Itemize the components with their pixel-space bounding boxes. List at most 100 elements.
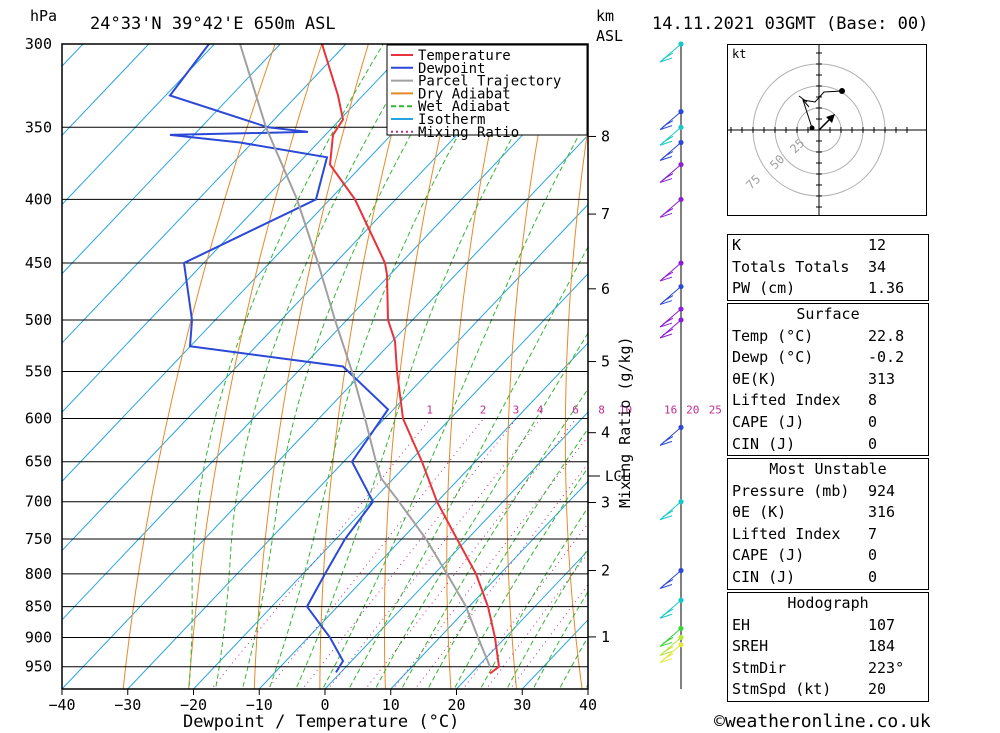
pressure-unit-label: hPa <box>30 7 57 25</box>
legend-label: Parcel Trajectory <box>418 74 561 90</box>
height-unit-label: km <box>596 7 614 25</box>
wind-barb <box>659 501 682 521</box>
mixing-ratio-label: 6 <box>572 404 579 417</box>
wind-barb <box>659 126 682 146</box>
hodograph-end-point <box>839 88 845 94</box>
isotherm-line <box>62 44 544 552</box>
parcel-trajectory-line <box>239 44 491 668</box>
index-row-totals: Totals Totals 34 <box>732 257 887 276</box>
isotherm-line <box>456 549 588 689</box>
temperature-tick-label: −40 <box>48 696 75 714</box>
wind-barb <box>659 427 682 446</box>
wind-barb <box>659 111 682 131</box>
isotherm-line <box>62 44 347 344</box>
wet-adiabat-line <box>506 547 588 689</box>
pressure-tick-label: 650 <box>25 453 52 471</box>
height-tick-labels: 1 2 3 4 5 6 7 8 <box>588 127 610 646</box>
most-unstable-row: CAPE (J) 0 <box>732 546 878 565</box>
location-title: 24°33'N 39°42'E 650m ASL <box>90 14 336 34</box>
mixing-ratio-label: 25 <box>709 404 722 417</box>
surface-row: Temp (°C) 22.8 <box>732 326 905 345</box>
dry-adiabat-line <box>446 44 509 689</box>
isotherm-line <box>62 44 150 137</box>
temperature-tick-label: −20 <box>180 696 207 714</box>
hodograph-stats-row: EH 107 <box>732 615 896 634</box>
legend-label: Mixing Ratio <box>418 125 519 141</box>
wet-adiabat-line <box>295 44 566 689</box>
dry-adiabat-line <box>564 124 588 689</box>
legend-label: Wet Adiabat <box>418 99 511 115</box>
temperature-tick-label: 40 <box>579 696 597 714</box>
pressure-tick-labels: 300 350 400 450 500 550 600 650 700 750 800 850 900 9… <box>25 35 52 676</box>
mixing-ratio-label: 20 <box>686 404 699 417</box>
most-unstable-title: Most Unstable <box>769 460 887 478</box>
wind-barb <box>659 637 682 656</box>
pressure-tick-label: 700 <box>25 493 52 511</box>
height-tick-label: 2 <box>601 561 610 579</box>
mixing-ratio-line <box>364 418 577 689</box>
surface-row: CAPE (J) 0 <box>732 412 878 431</box>
isotherm-line <box>193 273 588 689</box>
wet-adiabat-line <box>348 245 588 689</box>
isotherm-line <box>127 203 588 689</box>
wind-barb <box>659 262 682 282</box>
height-tick-label: 5 <box>601 353 610 371</box>
height-tick-label: 8 <box>601 127 610 145</box>
dry-adiabat-line <box>188 44 323 689</box>
mixing-ratio-line <box>509 583 588 689</box>
pressure-tick-label: 350 <box>25 118 52 136</box>
temperature-tick-label: −10 <box>246 696 273 714</box>
hodograph-origin-point <box>809 125 815 131</box>
temperature-tick-label: 10 <box>382 696 400 714</box>
profile-lines <box>168 44 501 675</box>
height-tick-label: 4 <box>601 424 610 442</box>
mixing-ratio-label: 4 <box>537 404 544 417</box>
pressure-tick-label: 750 <box>25 530 52 548</box>
wet-adiabat-line <box>479 506 588 689</box>
height-tick-label: 7 <box>601 205 610 223</box>
isotherm-line <box>62 134 588 689</box>
x-axis-label: Dewpoint / Temperature (°C) <box>183 712 459 732</box>
surface-row: θE(K) 313 <box>732 369 896 388</box>
temperature-tick-labels: −40 −30 −20 −10 0 10 20 30 40 <box>48 689 597 714</box>
height-unit-asl-label: ASL <box>596 27 623 45</box>
isotherm-line <box>0 44 17 689</box>
pressure-gridlines <box>62 44 588 668</box>
height-tick-label: 6 <box>601 280 610 298</box>
wind-barb <box>659 164 682 184</box>
most-unstable-row: θE (K) 316 <box>732 503 896 522</box>
hodograph-trace <box>802 90 843 129</box>
legend-label: Dewpoint <box>418 61 485 77</box>
index-row-k: K 12 <box>732 236 887 254</box>
pressure-tick-label: 900 <box>25 629 52 647</box>
hodograph-stats-row: StmDir 223° <box>732 658 905 677</box>
wind-barb <box>659 628 682 647</box>
mixing-ratio-axis-label: Mixing Ratio (g/kg) <box>616 336 634 508</box>
surface-title: Surface <box>796 305 860 323</box>
wind-barb-column <box>659 41 684 689</box>
mixing-ratio-label: 16 <box>664 404 677 417</box>
isotherm-line <box>62 44 478 483</box>
temperature-tick-label: 30 <box>513 696 531 714</box>
pressure-tick-label: 400 <box>25 190 52 208</box>
wet-adiabat-line <box>532 590 588 689</box>
temperature-tick-label: −30 <box>114 696 141 714</box>
pressure-tick-label: 450 <box>25 254 52 272</box>
copyright-label: ©weatheronline.co.uk <box>714 711 931 732</box>
wet-adiabat-line <box>453 466 588 689</box>
isotherm-line <box>62 44 281 275</box>
pressure-tick-label: 550 <box>25 362 52 380</box>
surface-row: CIN (J) 0 <box>732 434 878 453</box>
mixing-ratio-label: 3 <box>513 404 520 417</box>
index-row-pw: PW (cm) 1.36 <box>732 279 905 298</box>
legend-label: Isotherm <box>418 112 485 128</box>
isotherm-line <box>62 44 215 206</box>
storm-motion-arrowhead <box>826 114 835 123</box>
mixing-ratio-label: 1 <box>426 404 433 417</box>
height-tick-label: 3 <box>601 494 610 512</box>
wet-adiabat-line <box>374 332 588 689</box>
wind-barb <box>659 570 682 589</box>
